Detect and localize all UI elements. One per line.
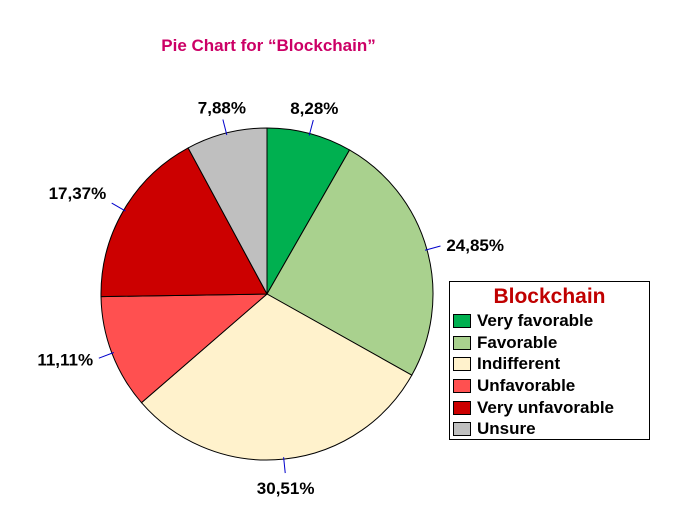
legend-label-unsure: Unsure [477,419,536,439]
legend-label-indifferent: Indifferent [477,354,561,374]
pie-label-very-unfavorable: 17,37% [49,184,107,203]
leader-line-favorable [424,245,441,251]
legend-item-indifferent: Indifferent [450,353,649,375]
leader-line-unfavorable [98,352,114,359]
pie-label-very-favorable: 8,28% [290,99,338,118]
pie-label-indifferent: 30,51% [257,479,315,498]
leader-lines [98,119,441,474]
legend-item-very-unfavorable: Very unfavorable [450,397,649,419]
leader-line-very-unfavorable [111,202,126,212]
legend-label-unfavorable: Unfavorable [477,375,576,395]
legend-swatch-favorable [453,335,471,350]
legend-item-favorable: Favorable [450,332,649,354]
leader-line-unsure [222,119,228,136]
legend-item-unsure: Unsure [450,418,649,440]
legend-item-unfavorable: Unfavorable [450,375,649,397]
pie-label-favorable: 24,85% [446,236,504,255]
legend-swatch-very-favorable [453,313,471,328]
legend-swatch-unfavorable [453,378,471,393]
pie-labels: 8,28% 24,85% 30,51% 11,11% 17,37% 7,88% [37,99,504,498]
legend-label-favorable: Favorable [477,332,558,352]
leader-line-indifferent [283,457,286,474]
legend-label-very-unfavorable: Very unfavorable [477,397,615,417]
legend-items: Very favorable Favorable Indifferent Unfavo… [450,310,649,440]
chart-title: Pie Chart for “Blockchain” [161,36,376,55]
legend-title: Blockchain [493,285,606,308]
pie-label-unsure: 7,88% [198,99,246,118]
leader-line-very-favorable [308,119,314,136]
legend-swatch-very-unfavorable [453,400,471,415]
legend-item-very-favorable: Very favorable [450,310,649,332]
legend-swatch-unsure [453,422,471,437]
legend-swatch-indifferent [453,357,471,372]
pie-label-unfavorable: 11,11% [37,351,93,370]
legend: Blockchain Very favorable Favorable Indiff… [449,281,650,440]
pie-slices [100,127,434,461]
legend-label-very-favorable: Very favorable [477,310,594,330]
